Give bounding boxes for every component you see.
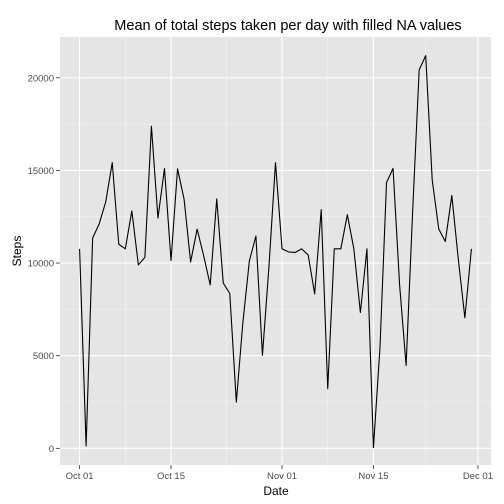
x-tick-label: Oct 01 [66, 471, 94, 482]
plot-panel [60, 37, 491, 465]
y-tick-label: 5000 [33, 351, 54, 362]
y-tick-label: 0 [49, 444, 54, 455]
series-line [79, 55, 472, 449]
x-tick-label: Nov 15 [358, 471, 388, 482]
x-tick-label: Dec 01 [463, 471, 493, 482]
y-axis: 0 5000 10000 15000 20000 [28, 73, 60, 455]
y-tick-label: 10000 [28, 259, 54, 270]
y-tick-label: 20000 [28, 73, 54, 84]
x-tick-label: Nov 01 [267, 471, 297, 482]
x-tick-label: Oct 15 [157, 471, 185, 482]
y-axis-title: Steps [10, 236, 24, 267]
series-group [79, 55, 472, 449]
x-axis-title: Date [263, 484, 289, 498]
x-axis: Oct 01 Oct 15 Nov 01 Nov 15 Dec 01 [66, 465, 493, 482]
grid-minor [60, 37, 491, 465]
chart-title: Mean of total steps taken per day with f… [114, 18, 461, 34]
y-tick-label: 15000 [28, 166, 54, 177]
